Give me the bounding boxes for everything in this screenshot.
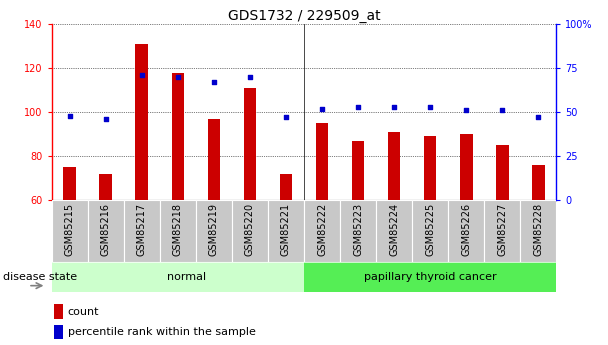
Bar bbox=[207, 119, 220, 200]
Point bbox=[173, 74, 183, 80]
Bar bbox=[352, 141, 364, 200]
Bar bbox=[160, 200, 196, 262]
Text: GSM85224: GSM85224 bbox=[389, 203, 399, 256]
Text: GSM85228: GSM85228 bbox=[533, 203, 544, 256]
Point bbox=[101, 116, 111, 122]
Bar bbox=[88, 200, 124, 262]
Bar bbox=[448, 200, 484, 262]
Text: GSM85216: GSM85216 bbox=[101, 203, 111, 256]
Bar bbox=[316, 123, 328, 200]
Point bbox=[137, 72, 147, 78]
Text: disease state: disease state bbox=[3, 272, 77, 282]
Text: GSM85222: GSM85222 bbox=[317, 203, 327, 256]
Text: GSM85223: GSM85223 bbox=[353, 203, 363, 256]
Point bbox=[353, 104, 363, 110]
Text: papillary thyroid cancer: papillary thyroid cancer bbox=[364, 272, 497, 282]
Point bbox=[426, 104, 435, 110]
Text: GSM85215: GSM85215 bbox=[64, 203, 75, 256]
Bar bbox=[171, 72, 184, 200]
Point bbox=[533, 115, 543, 120]
Text: GSM85219: GSM85219 bbox=[209, 203, 219, 256]
Point bbox=[65, 113, 75, 118]
Bar bbox=[520, 200, 556, 262]
Bar bbox=[496, 145, 508, 200]
Bar bbox=[268, 200, 304, 262]
Text: GSM85226: GSM85226 bbox=[461, 203, 471, 256]
Point bbox=[497, 108, 507, 113]
Bar bbox=[54, 304, 63, 319]
Title: GDS1732 / 229509_at: GDS1732 / 229509_at bbox=[227, 9, 381, 23]
Text: GSM85221: GSM85221 bbox=[281, 203, 291, 256]
Text: GSM85225: GSM85225 bbox=[425, 203, 435, 256]
Text: GSM85218: GSM85218 bbox=[173, 203, 183, 256]
Bar bbox=[54, 325, 63, 339]
Bar bbox=[124, 200, 160, 262]
Text: GSM85227: GSM85227 bbox=[497, 203, 507, 256]
Bar bbox=[412, 200, 448, 262]
Point bbox=[281, 115, 291, 120]
Bar bbox=[460, 134, 472, 200]
Bar bbox=[304, 262, 556, 292]
Text: GSM85220: GSM85220 bbox=[245, 203, 255, 256]
Bar bbox=[63, 167, 76, 200]
Bar bbox=[52, 262, 304, 292]
Bar bbox=[52, 200, 88, 262]
Bar bbox=[532, 165, 545, 200]
Bar bbox=[376, 200, 412, 262]
Bar bbox=[280, 174, 292, 200]
Bar bbox=[232, 200, 268, 262]
Bar bbox=[304, 200, 340, 262]
Bar bbox=[196, 200, 232, 262]
Text: GSM85217: GSM85217 bbox=[137, 203, 147, 256]
Bar bbox=[424, 136, 437, 200]
Point bbox=[461, 108, 471, 113]
Point bbox=[209, 79, 219, 85]
Text: percentile rank within the sample: percentile rank within the sample bbox=[68, 327, 256, 337]
Point bbox=[317, 106, 327, 111]
Bar bbox=[388, 132, 401, 200]
Bar bbox=[484, 200, 520, 262]
Text: normal: normal bbox=[167, 272, 206, 282]
Bar bbox=[136, 44, 148, 200]
Bar bbox=[100, 174, 112, 200]
Point bbox=[389, 104, 399, 110]
Text: count: count bbox=[68, 307, 99, 317]
Bar bbox=[340, 200, 376, 262]
Bar bbox=[244, 88, 256, 200]
Point bbox=[245, 74, 255, 80]
